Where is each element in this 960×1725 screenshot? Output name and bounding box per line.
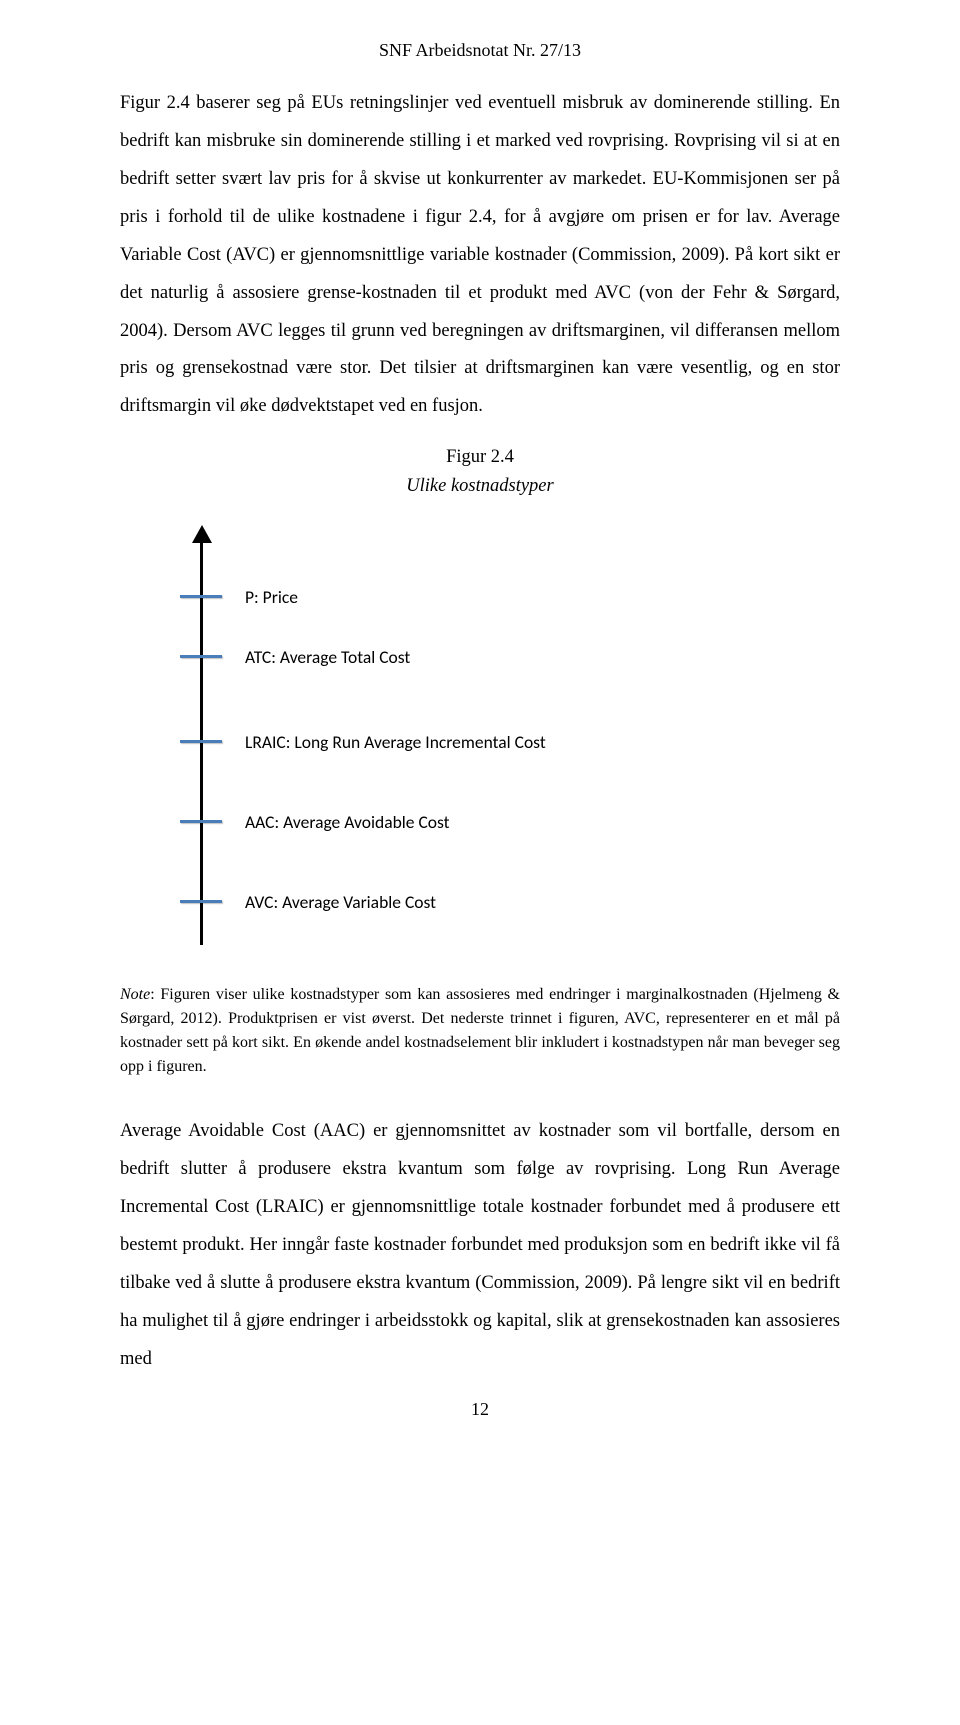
figure-subtitle: Ulike kostnadstyper	[120, 476, 840, 497]
cost-types-diagram: P: Price ATC: Average Total Cost LRAIC: …	[160, 525, 720, 955]
note-text: : Figuren viser ulike kostnadstyper som …	[120, 986, 840, 1075]
page-number: 12	[120, 1399, 840, 1420]
tick-aac	[180, 820, 222, 823]
figure-title: Figur 2.4	[120, 444, 840, 472]
page-header: SNF Arbeidsnotat Nr. 27/13	[120, 40, 840, 61]
tick-label-avc: AVC: Average Variable Cost	[245, 891, 436, 913]
figure-note: Note: Figuren viser ulike kostnadstyper …	[120, 983, 840, 1079]
document-page: SNF Arbeidsnotat Nr. 27/13 Figur 2.4 bas…	[0, 0, 960, 1470]
note-label: Note	[120, 986, 150, 1003]
tick-label-atc: ATC: Average Total Cost	[245, 646, 410, 668]
tick-atc	[180, 655, 222, 658]
tick-lraic	[180, 740, 222, 743]
tick-label-price: P: Price	[245, 586, 298, 608]
paragraph-2: Average Avoidable Cost (AAC) er gjennoms…	[120, 1113, 840, 1378]
paragraph-1: Figur 2.4 baserer seg på EUs retningslin…	[120, 85, 840, 426]
tick-label-lraic: LRAIC: Long Run Average Incremental Cost	[245, 731, 546, 753]
tick-label-aac: AAC: Average Avoidable Cost	[245, 811, 450, 833]
tick-avc	[180, 900, 222, 903]
tick-price	[180, 595, 222, 598]
